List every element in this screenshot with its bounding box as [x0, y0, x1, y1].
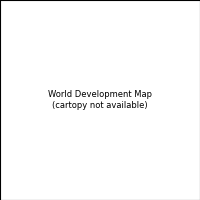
- Text: World Development Map
(cartopy not available): World Development Map (cartopy not avail…: [48, 90, 152, 110]
